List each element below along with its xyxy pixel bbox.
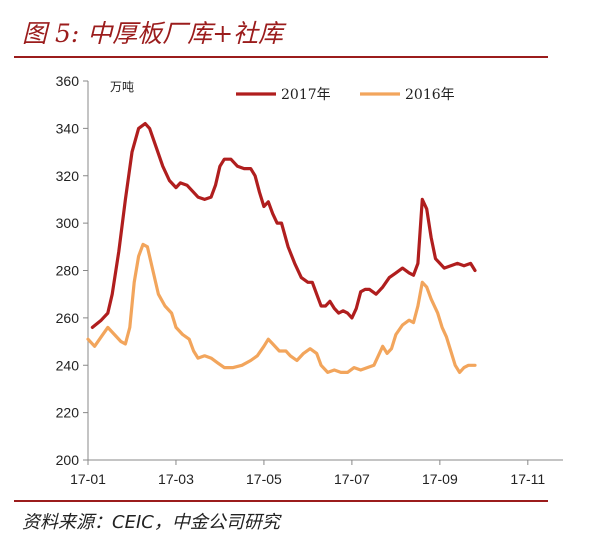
legend: 2017年 2016年	[236, 87, 455, 103]
y-tick-label: 200	[56, 452, 80, 468]
unit-label: 万吨	[110, 80, 134, 94]
footer-divider	[14, 500, 548, 502]
series-line-2016年	[86, 242, 477, 374]
x-axis: 17-01 17-03 17-05 17-07 17-09 17-11	[70, 459, 563, 487]
x-tick-label: 17-01	[70, 471, 106, 487]
y-axis: 200 220 240 260 280 300 320 340 360	[56, 73, 89, 468]
x-tick-label: 17-07	[334, 471, 370, 487]
y-tick-label: 300	[56, 215, 80, 231]
y-tick-label: 360	[56, 73, 80, 89]
y-tick-label: 220	[56, 405, 80, 421]
series-group	[86, 122, 477, 374]
y-tick-label: 260	[56, 310, 80, 326]
x-tick-label: 17-03	[158, 471, 194, 487]
y-tick-label: 320	[56, 168, 80, 184]
legend-label: 2016年	[405, 87, 455, 103]
y-tick-label: 240	[56, 357, 80, 373]
y-tick-label: 340	[56, 120, 80, 136]
x-tick-label: 17-05	[246, 471, 282, 487]
title-divider	[14, 56, 548, 58]
series-line-2017年	[90, 122, 477, 329]
x-tick-label: 17-11	[510, 471, 545, 487]
source-note: 资料来源：CEIC，中金公司研究	[22, 512, 280, 533]
legend-label: 2017年	[281, 87, 331, 103]
chart-title: 图 5: 中厚板厂库+社库	[22, 19, 284, 48]
x-tick-label: 17-09	[422, 471, 458, 487]
y-tick-label: 280	[56, 263, 80, 279]
